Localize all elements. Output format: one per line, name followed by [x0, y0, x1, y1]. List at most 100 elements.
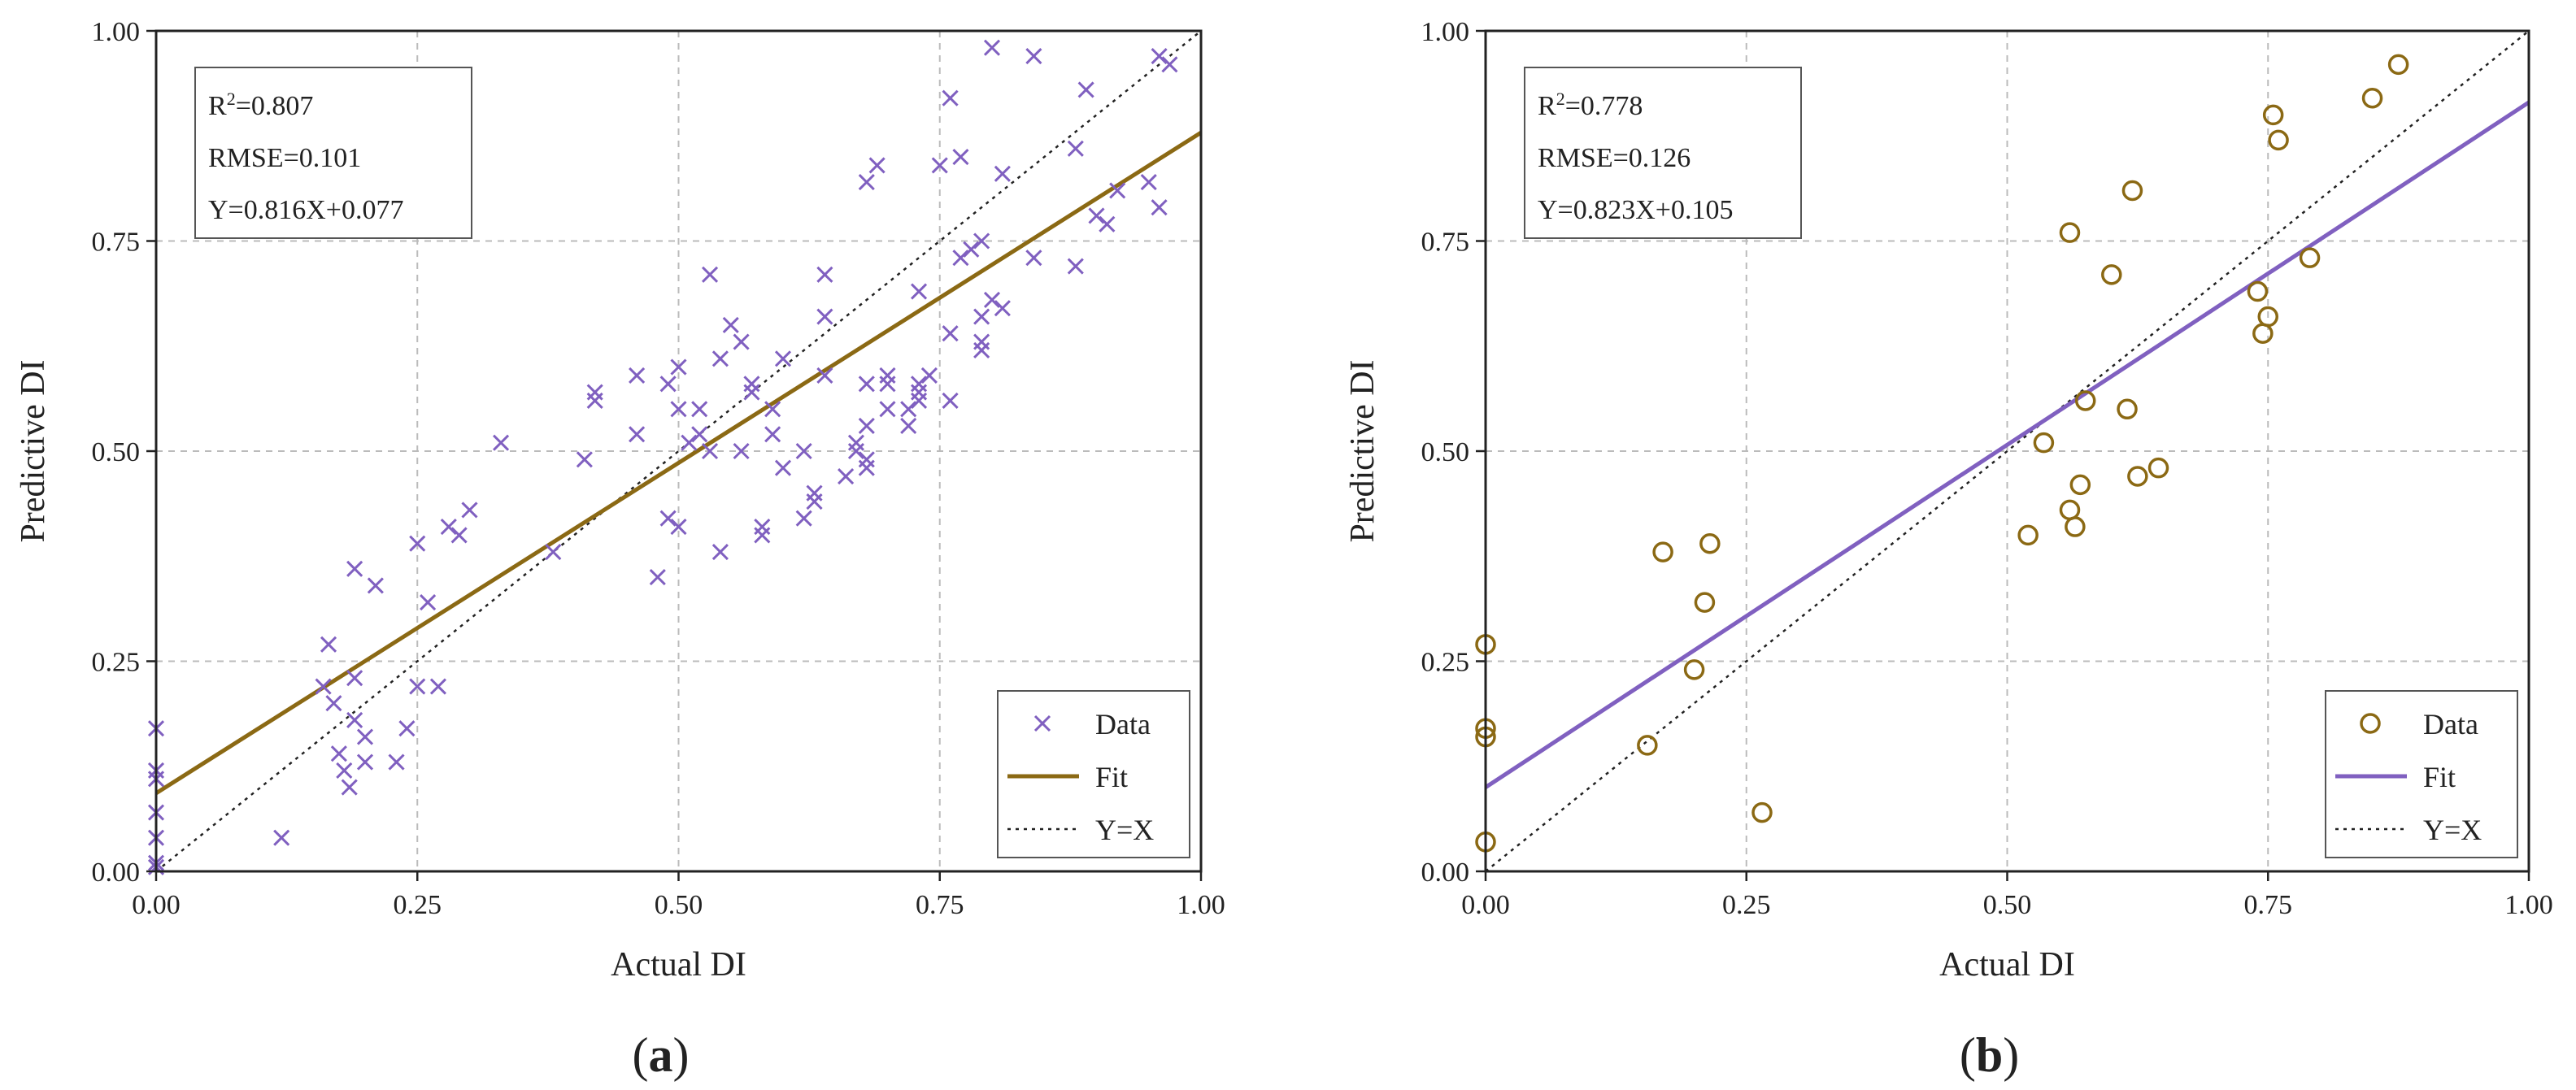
data-point [2017, 524, 2039, 546]
y-tick-label: 0.50 [1421, 437, 1470, 467]
data-point [367, 577, 384, 594]
data-point [670, 401, 687, 418]
data-point [2257, 306, 2278, 328]
legend-identity-label: Y=X [1095, 814, 1154, 846]
data-point [910, 376, 928, 393]
r-squared-label: R2=0.778 [1538, 89, 1643, 122]
data-point [1161, 56, 1178, 73]
data-point [320, 636, 337, 653]
data-point [774, 350, 792, 367]
data-point [398, 720, 416, 737]
data-point [440, 518, 457, 536]
chart-panel-b: 0.00 0.25 0.50 0.75 1.00 0.00 0.25 0.50 0.75 1.00… [1344, 17, 2553, 1082]
rmse-label: RMSE=0.101 [208, 143, 361, 173]
y-axis-label: Predictive DI [15, 359, 52, 542]
data-point [1694, 592, 1716, 613]
data-point [2065, 516, 2086, 537]
data-point [1067, 140, 1084, 157]
data-point [2299, 247, 2321, 268]
data-point [701, 266, 719, 283]
y-tick-label: 0.75 [92, 228, 141, 258]
data-point [2074, 390, 2096, 411]
fit-equation-label: Y=0.823X+0.105 [1538, 195, 1733, 225]
data-point [2033, 432, 2055, 454]
data-point [963, 241, 980, 258]
data-point [2268, 129, 2289, 151]
data-point [858, 459, 875, 476]
data-point [2147, 457, 2169, 479]
y-axis-label: Predictive DI [1344, 359, 1382, 542]
legend-data-label: Data [2423, 708, 2478, 740]
y-tick-label: 0.00 [92, 858, 141, 888]
data-point [743, 376, 760, 393]
data-point [774, 459, 792, 476]
legend: Data Fit Y=X [997, 690, 1190, 858]
legend-identity-label: Y=X [2423, 814, 2482, 846]
data-point [336, 762, 353, 779]
data-point [341, 779, 358, 796]
data-point [691, 401, 708, 418]
data-point [733, 333, 750, 350]
data-point [2121, 180, 2143, 202]
data-point [722, 316, 739, 333]
data-point [2247, 280, 2269, 302]
data-point [1099, 215, 1116, 232]
data-point [629, 367, 646, 384]
data-point [806, 493, 823, 510]
data-point [356, 728, 374, 745]
data-point [586, 384, 603, 401]
data-point [711, 350, 729, 367]
data-point [931, 157, 948, 174]
data-point [973, 232, 990, 250]
data-point [942, 325, 959, 342]
data-point [659, 510, 677, 527]
data-point [1077, 81, 1094, 98]
data-point [900, 417, 917, 435]
data-point [346, 711, 363, 728]
data-point [681, 434, 698, 451]
data-point [346, 670, 363, 687]
data-point [858, 417, 875, 435]
y-tick-label: 0.25 [1421, 648, 1470, 678]
stats-box: R2=0.778 RMSE=0.126 Y=0.823X+0.105 [1524, 67, 1802, 239]
data-point [2127, 466, 2148, 487]
x-tick-label: 0.25 [1722, 890, 1771, 920]
data-point [858, 451, 875, 468]
data-point [733, 442, 750, 460]
data-point [420, 594, 437, 611]
x-tick-label: 0.25 [394, 890, 442, 920]
data-point [1151, 199, 1168, 216]
chart-panel-a: 0.00 0.25 0.50 0.75 1.00 0.00 0.25 0.50 0.75 1.00… [15, 17, 1225, 1082]
y-tick-label: 0.25 [92, 648, 141, 678]
x-tick-label: 0.75 [2244, 890, 2293, 920]
data-point [492, 434, 510, 451]
data-point [273, 829, 290, 846]
data-point [315, 678, 332, 695]
legend-data-marker [2360, 713, 2381, 734]
x-tick-label: 1.00 [2504, 890, 2553, 920]
rmse-label: RMSE=0.126 [1538, 143, 1690, 173]
data-point [409, 678, 426, 695]
fit-line [1484, 100, 2530, 789]
fit-equation-label: Y=0.816X+0.077 [208, 195, 403, 225]
x-tick-label: 0.75 [916, 890, 964, 920]
legend-data-marker [1033, 714, 1051, 732]
data-point [838, 467, 855, 485]
data-point [942, 89, 959, 106]
data-point [994, 165, 1011, 182]
y-tick-label: 1.00 [1421, 17, 1470, 47]
data-point [576, 451, 593, 468]
x-tick-label: 1.00 [1177, 890, 1225, 920]
data-point [2101, 264, 2122, 285]
data-point [816, 308, 833, 325]
x-axis-label: Actual DI [611, 946, 746, 984]
legend-data-label: Data [1095, 708, 1151, 740]
data-point [701, 442, 719, 460]
data-point [910, 283, 928, 300]
data-point [795, 442, 812, 460]
data-point [461, 502, 478, 519]
data-point [973, 308, 990, 325]
data-point [1088, 207, 1105, 224]
panel-label-b: (b) [1960, 1028, 2019, 1082]
data-point [1751, 801, 1773, 823]
